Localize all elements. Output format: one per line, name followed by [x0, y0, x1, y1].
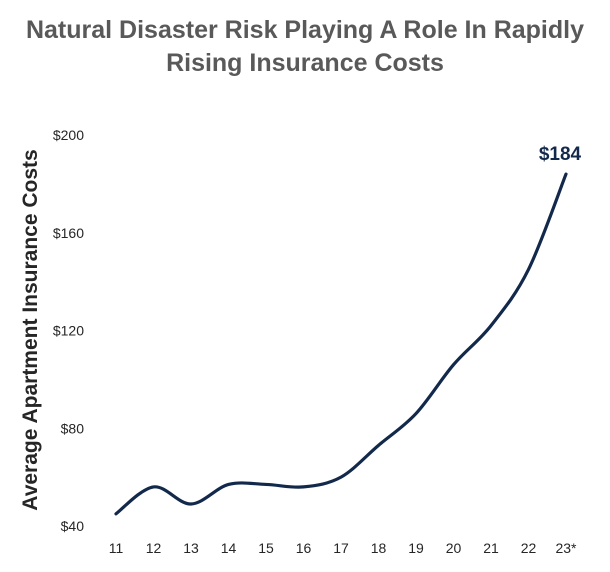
chart-title-line-2: Rising Insurance Costs [166, 49, 444, 77]
x-tick-label: 17 [333, 540, 349, 556]
x-tick-label: 11 [109, 540, 124, 556]
x-tick-label: 12 [146, 540, 162, 556]
annotation-layer: $184 [539, 144, 582, 165]
data-point [264, 482, 268, 486]
y-axis-title: Average Apartment Insurance Costs [19, 149, 42, 510]
data-point [339, 475, 343, 479]
x-tick-label: 21 [483, 540, 499, 556]
x-tick-label: 23* [555, 540, 577, 556]
y-tick-label: $80 [61, 420, 85, 436]
data-point [377, 443, 381, 447]
x-tick-label: 18 [371, 540, 387, 556]
data-point [564, 172, 568, 176]
x-tick-label: 14 [221, 540, 237, 556]
x-tick-label: 15 [258, 540, 274, 556]
data-point [152, 485, 156, 489]
data-points-layer [114, 172, 568, 516]
x-tick-label: 13 [183, 540, 199, 556]
data-point [227, 482, 231, 486]
data-point [527, 267, 531, 271]
y-tick-label: $160 [53, 225, 84, 241]
y-tick-label: $120 [53, 323, 84, 339]
x-tick-label: 16 [296, 540, 312, 556]
x-axis-ticks: 11 12 13 14 15 16 17 18 19 20 21 22 23* [109, 540, 577, 556]
x-tick-label: 19 [408, 540, 424, 556]
data-point [114, 512, 118, 516]
y-tick-label: $40 [61, 518, 85, 534]
chart-title-line-1: Natural Disaster Risk Playing A Role In … [25, 16, 585, 44]
x-tick-label: 20 [446, 540, 462, 556]
data-point [452, 363, 456, 367]
data-point [302, 485, 306, 489]
data-label: $184 [539, 144, 582, 165]
data-point [489, 324, 493, 328]
chart-title: Natural Disaster Risk Playing A Role In … [0, 14, 610, 80]
data-point [414, 412, 418, 416]
y-tick-label: $200 [53, 127, 84, 143]
data-point [189, 502, 193, 506]
x-tick-label: 22 [521, 540, 537, 556]
y-axis-ticks: $40 $80 $120 $160 $200 [53, 127, 84, 534]
y-axis-title-group: Average Apartment Insurance Costs [19, 149, 42, 510]
series-line [114, 172, 568, 516]
series-layer [114, 172, 568, 516]
